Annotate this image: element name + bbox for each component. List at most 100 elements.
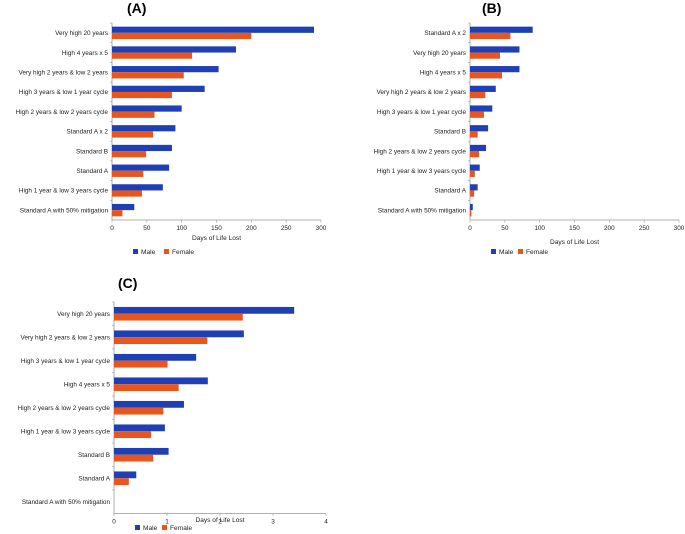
category-label-standard-a: Standard A xyxy=(78,475,110,482)
category-label-very-high-2-years-low-2-years: Very high 2 years & low 2 years xyxy=(18,69,108,76)
category-label-very-high-20-years: Very high 20 years xyxy=(57,311,110,318)
category-label-standard-a-x-2: Standard A x 2 xyxy=(424,30,466,37)
bar-female-high-3-years-low-1-year-cycle xyxy=(114,360,168,368)
bar-male-very-high-20-years xyxy=(112,26,315,33)
bar-female-high-3-years-low-1-year-cycle xyxy=(470,111,484,118)
bar-female-very-high-2-years-low-2-years xyxy=(470,91,486,99)
bar-male-high-2-years-low-2-years-cycle xyxy=(114,400,184,408)
bar-female-very-high-2-years-low-2-years xyxy=(112,72,184,79)
x-tick-label-300: 300 xyxy=(674,225,685,232)
bar-male-very-high-2-years-low-2-years xyxy=(470,85,496,92)
bar-female-standard-b xyxy=(470,131,478,138)
category-label-standard-b: Standard B xyxy=(76,148,108,155)
bar-male-high-4-years-x-5 xyxy=(470,66,520,73)
category-label-very-high-20-years: Very high 20 years xyxy=(55,30,108,37)
bar-male-high-1-year-low-3-years-cycle xyxy=(114,424,165,432)
bar-male-high-1-year-low-3-years-cycle xyxy=(470,164,480,171)
bar-male-standard-a-x-2 xyxy=(112,125,176,132)
category-label-standard-b: Standard B xyxy=(434,129,466,136)
bar-male-standard-a-with-50-mitigation xyxy=(470,203,473,211)
bar-female-high-1-year-low-3-years-cycle xyxy=(114,431,152,439)
bar-female-standard-b xyxy=(114,454,154,462)
x-axis-title: Days of Life Lost xyxy=(192,235,241,242)
legend-swatch-male xyxy=(491,249,496,254)
x-tick-label-200: 200 xyxy=(604,225,615,232)
bar-male-very-high-20-years xyxy=(114,306,295,314)
x-tick-label-4: 4 xyxy=(324,519,328,526)
category-label-very-high-2-years-low-2-years: Very high 2 years & low 2 years xyxy=(376,89,466,96)
bar-female-standard-b xyxy=(112,151,147,158)
x-tick-label-150: 150 xyxy=(569,225,580,232)
x-tick-label-250: 250 xyxy=(281,225,292,232)
bar-female-standard-a-x-2 xyxy=(470,32,511,40)
x-axis-title: Days of Life Lost xyxy=(550,239,599,246)
legend-swatch-male xyxy=(135,525,140,530)
category-label-standard-a-with-50-mitigation: Standard A with 50% mitigation xyxy=(378,207,467,214)
category-label-standard-b: Standard B xyxy=(78,452,110,459)
panel-title: (C) xyxy=(118,275,137,291)
category-label-standard-a-with-50-mitigation: Standard A with 50% mitigation xyxy=(20,207,109,214)
bar-female-high-2-years-low-2-years-cycle xyxy=(470,151,480,158)
legend-swatch-female xyxy=(164,249,169,254)
legend-label-female: Female xyxy=(526,249,548,256)
x-tick-label-200: 200 xyxy=(246,225,257,232)
bar-male-very-high-2-years-low-2-years xyxy=(114,330,244,338)
legend-label-female: Female xyxy=(172,249,194,256)
bar-male-standard-a xyxy=(470,184,478,191)
bar-male-standard-b xyxy=(470,125,489,132)
category-label-very-high-2-years-low-2-years: Very high 2 years & low 2 years xyxy=(20,334,110,341)
category-label-high-3-years-low-1-year-cycle: High 3 years & low 1 year cycle xyxy=(19,89,109,96)
bar-male-standard-a-with-50-mitigation xyxy=(112,203,135,211)
bar-male-high-4-years-x-5 xyxy=(112,46,237,53)
category-label-high-4-years-x-5: High 4 years x 5 xyxy=(62,50,109,57)
x-tick-label-250: 250 xyxy=(639,225,650,232)
x-tick-label-2: 2 xyxy=(218,519,222,526)
x-tick-label-3: 3 xyxy=(271,519,275,526)
category-label-high-3-years-low-1-year-cycle: High 3 years & low 1 year cycle xyxy=(377,109,467,116)
bar-female-very-high-20-years xyxy=(114,313,243,321)
category-label-high-4-years-x-5: High 4 years x 5 xyxy=(420,69,467,76)
bar-male-high-3-years-low-1-year-cycle xyxy=(114,353,197,361)
bar-male-standard-a-x-2 xyxy=(470,26,533,33)
x-axis-title: Days of Life Lost xyxy=(195,517,244,524)
x-tick-label-100: 100 xyxy=(176,225,187,232)
bar-female-very-high-2-years-low-2-years xyxy=(114,337,208,345)
category-label-high-2-years-low-2-years-cycle: High 2 years & low 2 years cycle xyxy=(16,109,109,116)
bar-male-high-2-years-low-2-years-cycle xyxy=(470,144,487,152)
category-label-high-2-years-low-2-years-cycle: High 2 years & low 2 years cycle xyxy=(18,405,111,412)
bar-female-high-1-year-low-3-years-cycle xyxy=(470,170,475,177)
panel-title: (A) xyxy=(127,0,146,16)
x-tick-label-1: 1 xyxy=(165,519,169,526)
bar-female-high-4-years-x-5 xyxy=(114,384,179,392)
bar-female-high-2-years-low-2-years-cycle xyxy=(112,111,155,118)
x-tick-label-0: 0 xyxy=(468,225,472,232)
bar-female-high-4-years-x-5 xyxy=(112,52,193,59)
bar-female-very-high-20-years xyxy=(112,32,252,40)
x-tick-label-0: 0 xyxy=(110,225,114,232)
legend-label-male: Male xyxy=(499,249,514,256)
legend-label-male: Male xyxy=(143,525,158,532)
category-label-standard-a: Standard A xyxy=(434,188,466,195)
category-label-high-3-years-low-1-year-cycle: High 3 years & low 1 year cycle xyxy=(21,358,111,365)
bar-male-standard-a xyxy=(112,164,170,171)
category-label-standard-a-with-50-mitigation: Standard A with 50% mitigation xyxy=(22,499,111,506)
bar-female-standard-a xyxy=(112,170,144,177)
bar-female-high-2-years-low-2-years-cycle xyxy=(114,407,164,415)
bar-male-high-1-year-low-3-years-cycle xyxy=(112,184,163,191)
bar-male-standard-a xyxy=(114,471,137,479)
category-label-high-1-year-low-3-years-cycle: High 1 year & low 3 years cycle xyxy=(19,188,109,195)
legend-label-male: Male xyxy=(141,249,156,256)
bar-male-very-high-2-years-low-2-years xyxy=(112,66,219,73)
bar-male-high-4-years-x-5 xyxy=(114,377,208,385)
bar-female-very-high-20-years xyxy=(470,52,500,59)
x-tick-label-0: 0 xyxy=(112,519,116,526)
category-label-high-1-year-low-3-years-cycle: High 1 year & low 3 years cycle xyxy=(21,428,111,435)
bar-female-standard-a-with-50-mitigation xyxy=(470,210,472,217)
bar-female-high-4-years-x-5 xyxy=(470,72,503,79)
bar-male-very-high-20-years xyxy=(470,46,520,53)
legend-swatch-female xyxy=(518,249,523,254)
panel-a-chart: (A) Very high 20 years High 4 years x 5 Ver… xyxy=(16,0,327,256)
bar-male-standard-b xyxy=(114,447,169,455)
bar-female-high-3-years-low-1-year-cycle xyxy=(112,91,172,99)
